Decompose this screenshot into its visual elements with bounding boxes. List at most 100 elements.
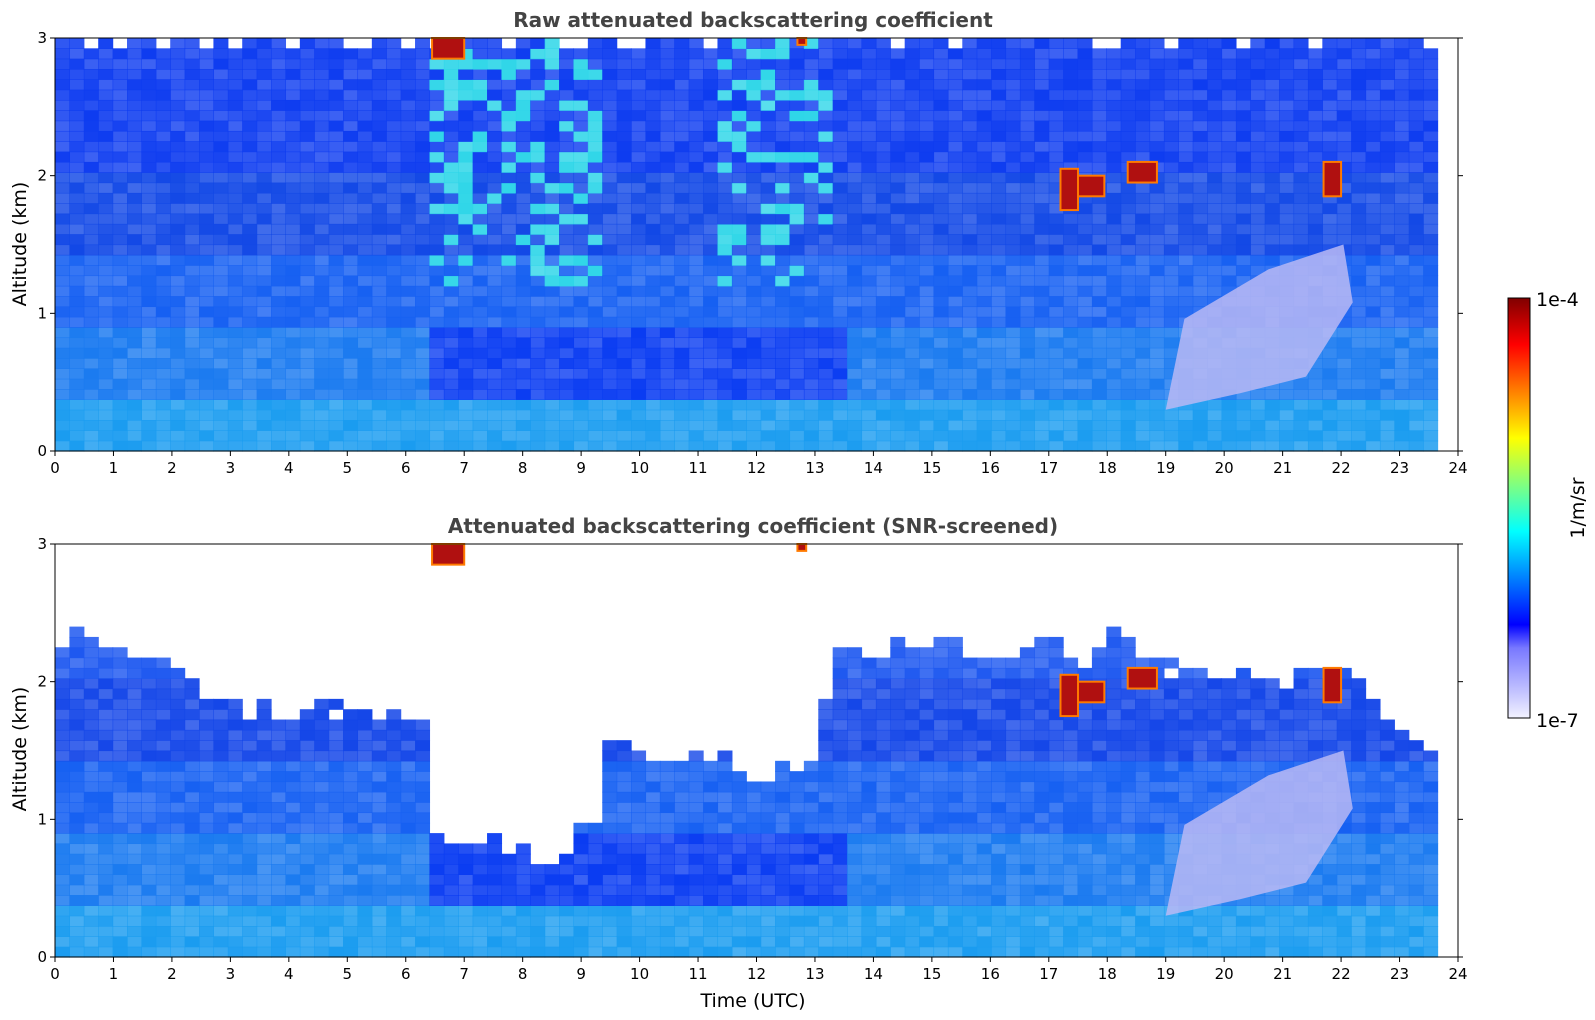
heatmap-cell	[199, 926, 215, 937]
heatmap-cell	[141, 68, 157, 80]
heatmap-cell	[760, 275, 776, 287]
heatmap-cell	[703, 853, 719, 865]
heatmap-cell	[227, 760, 243, 772]
heatmap-cell	[386, 58, 402, 70]
heatmap-cell	[415, 378, 431, 390]
heatmap-cell	[587, 358, 603, 369]
heatmap-cell	[1077, 48, 1093, 60]
heatmap-cell	[1322, 99, 1338, 111]
heatmap-cell	[861, 213, 877, 225]
heatmap-cell	[1394, 306, 1410, 318]
heatmap-cell	[371, 68, 387, 80]
heatmap-cell	[1163, 68, 1179, 80]
heatmap-cell	[184, 760, 200, 772]
heatmap-cell	[1379, 141, 1395, 153]
heatmap-cell	[271, 874, 287, 886]
heatmap-cell	[343, 420, 359, 431]
heatmap-cell	[1207, 409, 1223, 421]
heatmap-cell	[155, 781, 171, 793]
heatmap-cell	[1091, 192, 1107, 204]
heatmap-cell	[328, 306, 344, 318]
heatmap-cell	[1279, 203, 1295, 215]
heatmap-cell	[919, 275, 935, 287]
heatmap-cell	[1063, 213, 1079, 225]
heatmap-cell	[415, 38, 431, 49]
heatmap-cell	[343, 182, 359, 194]
heatmap-cell	[299, 275, 315, 287]
heatmap-cell	[83, 636, 99, 648]
heatmap-cell	[343, 89, 359, 101]
heatmap-cell	[688, 864, 704, 875]
heatmap-cell	[184, 306, 200, 318]
heatmap-cell	[256, 420, 272, 431]
heatmap-cell	[1077, 368, 1093, 380]
heatmap-cell	[1019, 316, 1035, 328]
heatmap-cell	[1307, 430, 1323, 442]
heatmap-cell	[1005, 203, 1021, 215]
heatmap-cell	[904, 161, 920, 173]
heatmap-cell	[1235, 234, 1251, 246]
heatmap-cell	[184, 936, 200, 948]
heatmap-cell	[832, 234, 848, 246]
heatmap-cell	[703, 161, 719, 173]
heatmap-cell	[717, 833, 733, 845]
heatmap-cell	[602, 316, 618, 328]
heatmap-cell	[904, 440, 920, 452]
heatmap-cell	[271, 864, 287, 875]
heatmap-cell	[458, 89, 474, 101]
heatmap-cell	[1005, 89, 1021, 101]
heatmap-cell	[400, 182, 416, 194]
heatmap-cell	[1408, 120, 1424, 132]
heatmap-cell	[199, 234, 215, 246]
heatmap-cell	[501, 130, 517, 142]
heatmap-cell	[559, 192, 575, 204]
heatmap-cell	[1279, 161, 1295, 173]
heatmap-cell	[55, 936, 71, 948]
heatmap-cell	[443, 285, 459, 297]
heatmap-cell	[1264, 141, 1280, 153]
heatmap-cell	[1192, 223, 1208, 235]
heatmap-cell	[184, 68, 200, 80]
heatmap-cell	[1178, 120, 1194, 132]
heatmap-cell	[328, 213, 344, 225]
heatmap-cell	[1423, 223, 1439, 235]
heatmap-cell	[573, 110, 589, 122]
heatmap-cell	[645, 327, 661, 339]
heatmap-cell	[285, 946, 301, 958]
heatmap-cell	[487, 337, 503, 349]
heatmap-cell	[1379, 409, 1395, 421]
heatmap-cell	[1135, 378, 1151, 390]
heatmap-cell	[357, 833, 373, 845]
heatmap-cell	[314, 306, 330, 318]
heatmap-cell	[789, 884, 805, 896]
heatmap-cell	[760, 430, 776, 442]
heatmap-cell	[314, 296, 330, 308]
heatmap-cell	[242, 38, 258, 49]
heatmap-cell	[861, 389, 877, 400]
heatmap-cell	[242, 265, 258, 277]
heatmap-cell	[386, 151, 402, 163]
heatmap-cell	[1149, 430, 1165, 442]
heatmap-cell	[976, 275, 992, 287]
heatmap-cell	[991, 378, 1007, 390]
heatmap-cell	[1235, 48, 1251, 60]
heatmap-cell	[242, 740, 258, 752]
heatmap-cell	[227, 296, 243, 308]
heatmap-cell	[515, 130, 531, 142]
heatmap-cell	[1408, 254, 1424, 266]
heatmap-cell	[1063, 58, 1079, 70]
heatmap-cell	[415, 760, 431, 772]
heatmap-cell	[487, 440, 503, 452]
heatmap-cell	[112, 791, 128, 803]
heatmap-cell	[1322, 234, 1338, 246]
heatmap-cell	[501, 430, 517, 442]
heatmap-cell	[227, 79, 243, 91]
heatmap-cell	[688, 760, 704, 772]
heatmap-cell	[443, 141, 459, 153]
heatmap-cell	[98, 110, 114, 122]
heatmap-cell	[357, 347, 373, 359]
heatmap-cell	[1106, 440, 1122, 452]
heatmap-cell	[184, 719, 200, 731]
heatmap-cell	[55, 89, 71, 101]
heatmap-cell	[184, 740, 200, 752]
